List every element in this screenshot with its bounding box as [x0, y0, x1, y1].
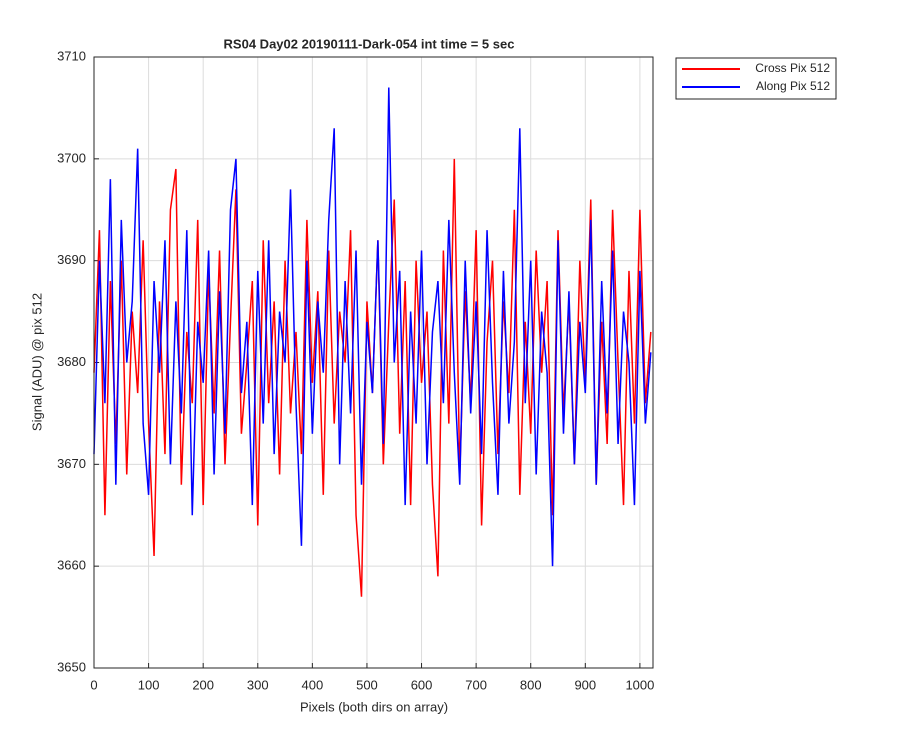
x-tick-label: 0	[90, 677, 97, 692]
y-tick-label: 3660	[57, 558, 86, 573]
axes-box	[93, 56, 654, 669]
x-tick-label: 1000	[625, 677, 654, 692]
chart-title: RS04 Day02 20190111-Dark-054 int time = …	[224, 36, 515, 51]
y-tick-label: 3700	[57, 150, 86, 165]
x-tick-label: 800	[520, 677, 542, 692]
legend-box	[675, 57, 837, 100]
x-tick-label: 700	[465, 677, 487, 692]
x-tick-label: 400	[302, 677, 324, 692]
x-tick-label: 300	[247, 677, 269, 692]
y-axis-label: Signal (ADU) @ pix 512	[29, 293, 44, 431]
x-tick-label: 900	[574, 677, 596, 692]
x-tick-label: 100	[138, 677, 160, 692]
x-axis-label: Pixels (both dirs on array)	[300, 699, 448, 714]
y-tick-label: 3670	[57, 456, 86, 471]
x-tick-label: 600	[411, 677, 433, 692]
legend-label: Cross Pix 512	[755, 61, 830, 75]
x-tick-label: 500	[356, 677, 378, 692]
series-line	[93, 87, 652, 567]
y-tick-label: 3650	[57, 659, 86, 674]
x-tick-label: 200	[192, 677, 214, 692]
y-tick-label: 3690	[57, 252, 86, 267]
y-tick-label: 3710	[57, 48, 86, 63]
legend-label: Along Pix 512	[756, 79, 830, 93]
y-tick-label: 3680	[57, 354, 86, 369]
